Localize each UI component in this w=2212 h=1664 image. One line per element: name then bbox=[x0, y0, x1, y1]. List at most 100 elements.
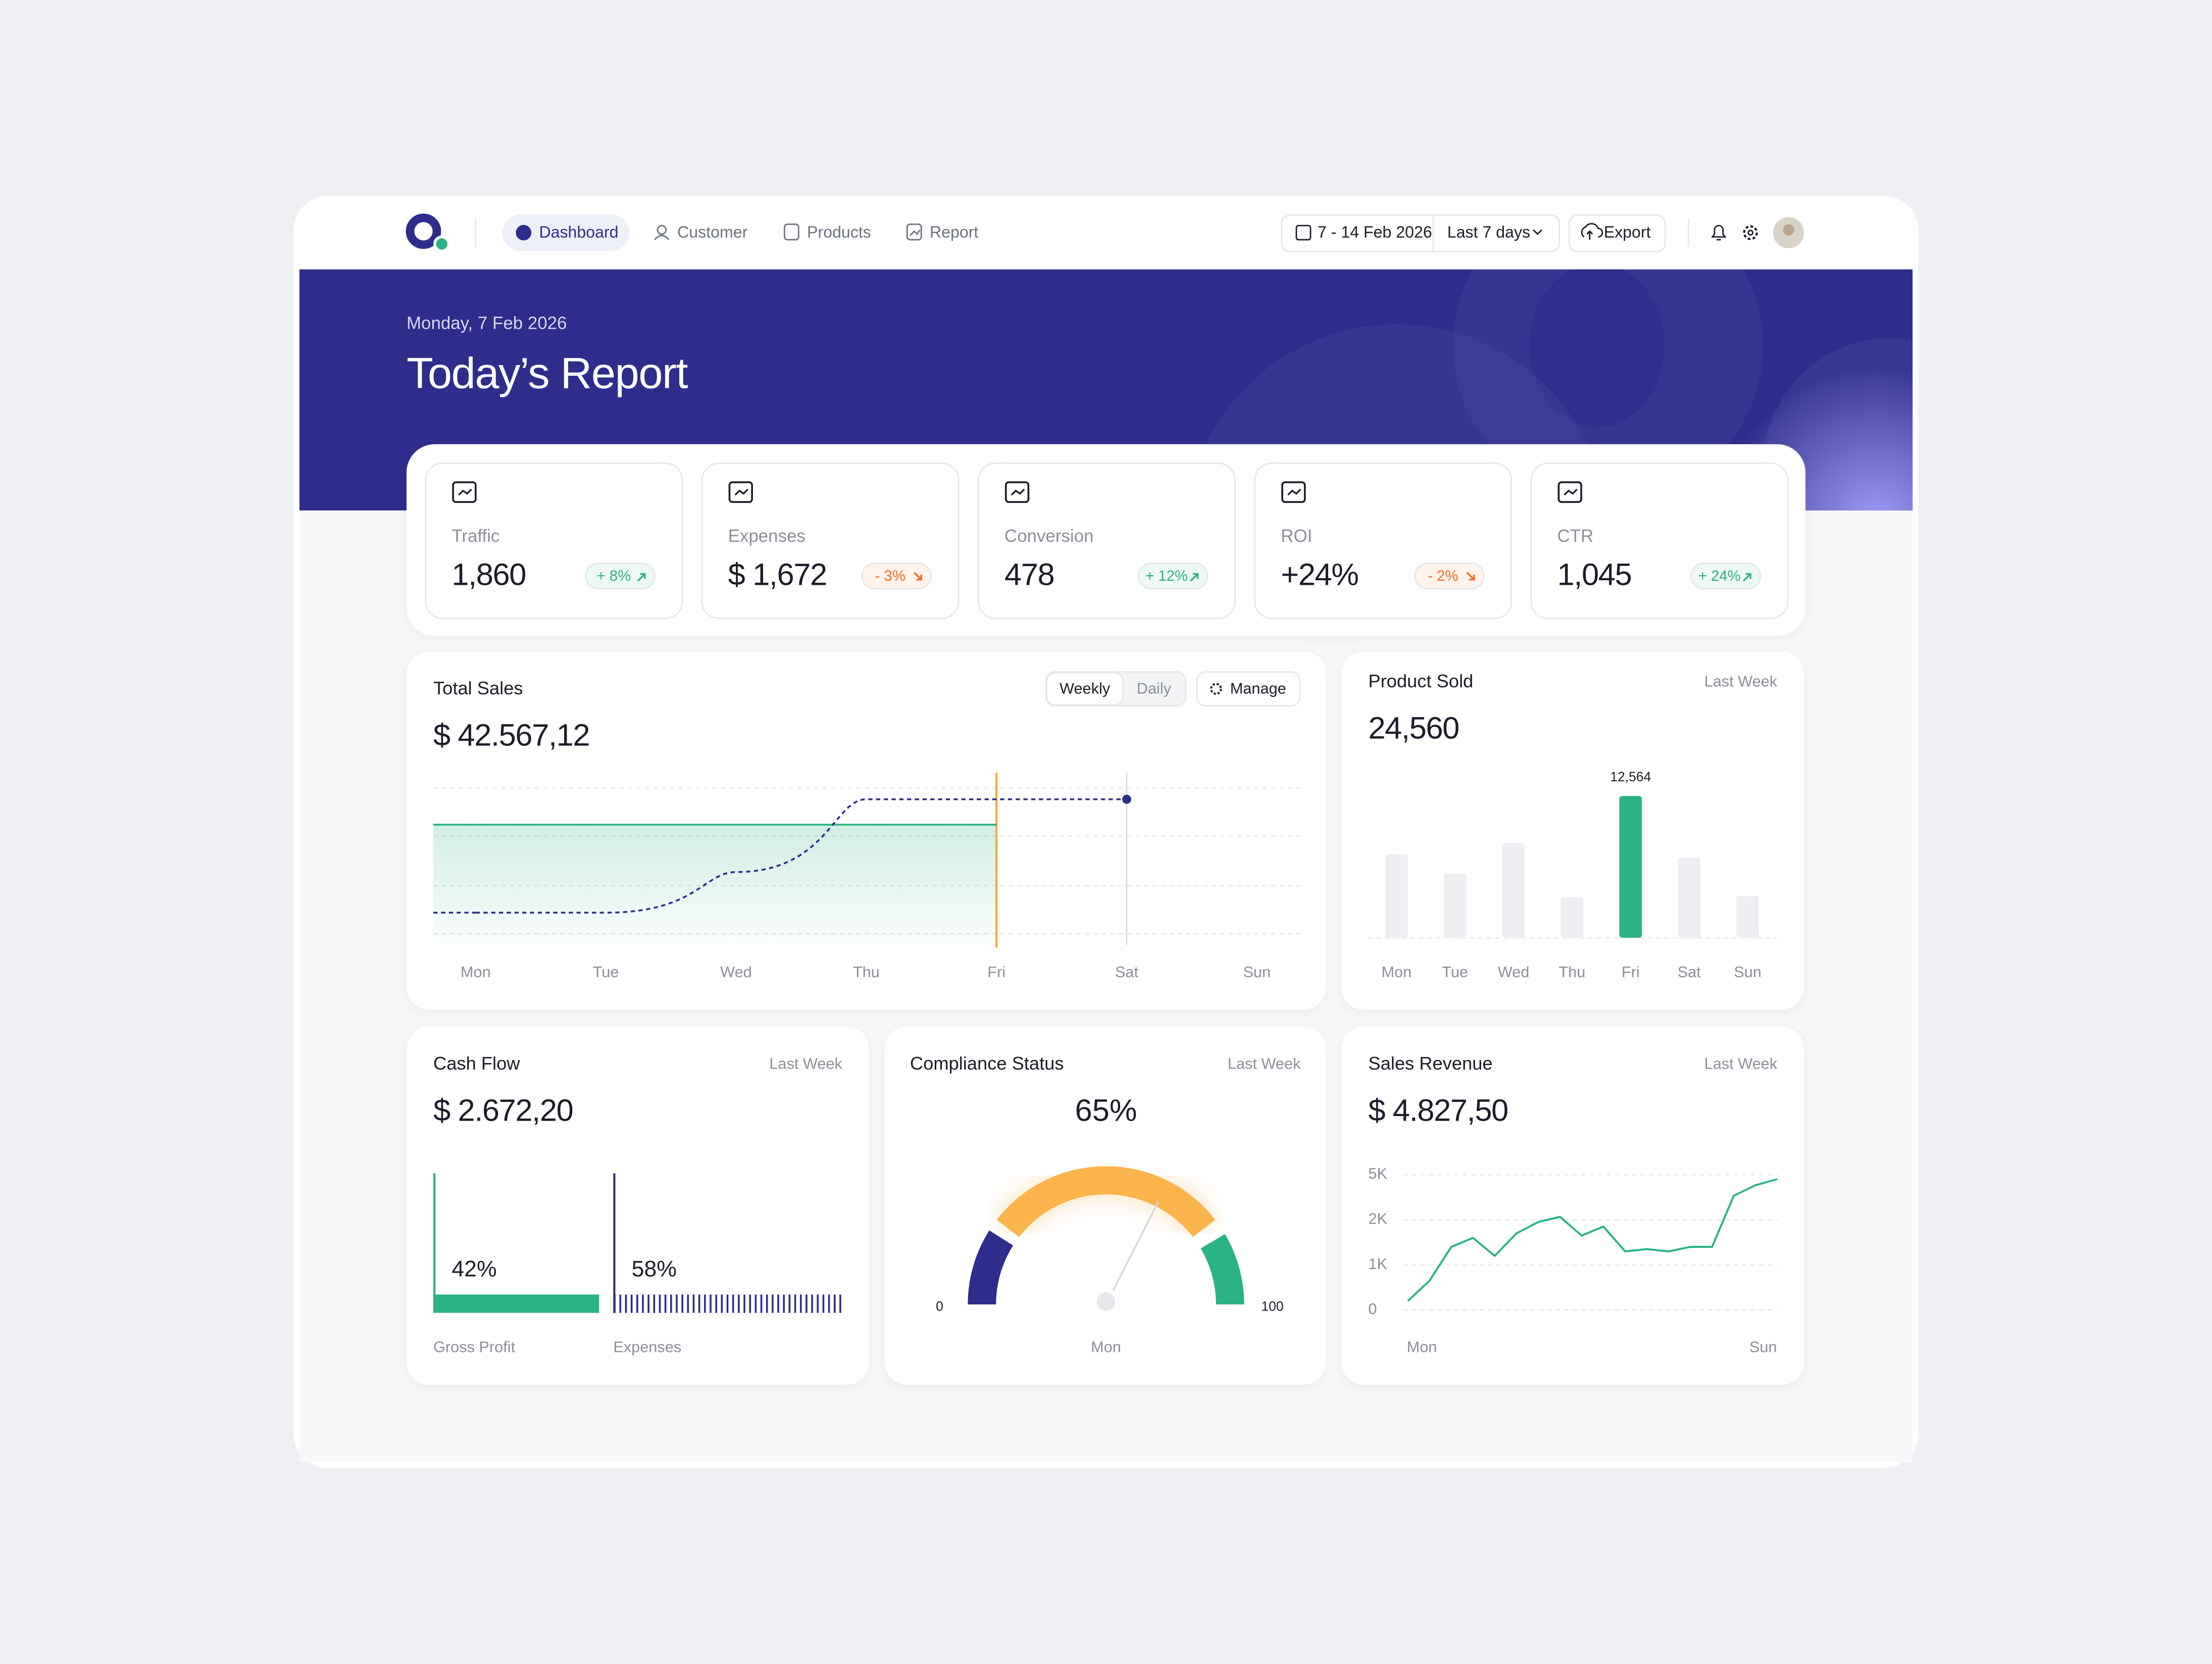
kpi-icon bbox=[452, 481, 477, 503]
kpi-badge bbox=[1137, 563, 1209, 590]
total-sales-chart: Mon Tue Wed Thu Fri Sat Sun bbox=[433, 773, 1301, 981]
line bbox=[1407, 1178, 1778, 1302]
kpi-icon bbox=[1281, 481, 1306, 503]
card-period: Last Week bbox=[1704, 1054, 1778, 1072]
kpi-badge bbox=[585, 563, 656, 590]
card bbox=[1341, 651, 1804, 1010]
kpi-value: 1,045 bbox=[1557, 557, 1632, 592]
settings-icon[interactable] bbox=[1743, 225, 1758, 240]
nav-item[interactable]: Products bbox=[807, 223, 871, 241]
gauge-value: 65% bbox=[1075, 1093, 1137, 1128]
cash-flow-chart: 42% Gross Profit 58% Expenses bbox=[433, 1173, 842, 1356]
logo[interactable] bbox=[406, 214, 441, 249]
gauge-tick-label: 0 bbox=[936, 1299, 943, 1314]
point bbox=[1122, 794, 1131, 804]
export-label[interactable]: Export bbox=[1604, 223, 1651, 241]
kpi-icon bbox=[1564, 488, 1578, 496]
gauge-category: Mon bbox=[1091, 1338, 1121, 1356]
export-icon bbox=[1581, 223, 1603, 240]
kpi-trend-arrow bbox=[637, 573, 646, 582]
gauge-band bbox=[1200, 1234, 1244, 1305]
bar bbox=[1502, 843, 1525, 938]
gauge-band bbox=[968, 1230, 1014, 1305]
logo-dot bbox=[433, 235, 450, 253]
gauge-hub bbox=[1092, 1288, 1120, 1315]
kpi-icon bbox=[1287, 488, 1301, 496]
nav-icon bbox=[516, 225, 532, 241]
kpi-change: + 8% bbox=[597, 568, 631, 584]
manage-button[interactable] bbox=[1196, 671, 1301, 707]
x-tick-label: Mon bbox=[461, 963, 491, 981]
card-period: Last Week bbox=[769, 1054, 842, 1072]
kpi-trend-arrow bbox=[1742, 573, 1751, 582]
kpi-trend-arrow bbox=[1190, 573, 1199, 582]
card-title: Total Sales bbox=[433, 678, 523, 698]
nav-icon bbox=[909, 229, 921, 236]
kpi-icon bbox=[728, 481, 753, 503]
area bbox=[433, 824, 997, 945]
report-date: Monday, 7 Feb 2026 bbox=[407, 313, 567, 333]
x-tick-label: Wed bbox=[720, 963, 752, 981]
tab[interactable]: Daily bbox=[1137, 680, 1172, 697]
nav-item[interactable]: Customer bbox=[677, 223, 747, 241]
gauge-band bbox=[996, 1166, 1216, 1237]
nav-item[interactable]: Report bbox=[930, 223, 978, 241]
card-value: $ 4.827,50 bbox=[1368, 1093, 1507, 1128]
y-tick-label: 1K bbox=[1368, 1255, 1387, 1273]
card-value: 24,560 bbox=[1368, 711, 1459, 746]
x-tick-label: Fri bbox=[1622, 963, 1640, 981]
kpi-icon bbox=[734, 488, 748, 496]
tab-active[interactable] bbox=[1046, 672, 1124, 706]
nav-active[interactable] bbox=[502, 214, 630, 251]
bar bbox=[433, 1294, 599, 1313]
kpi-label: ROI bbox=[1281, 526, 1312, 546]
kpi-label: Expenses bbox=[728, 526, 806, 546]
x-tick-label: Mon bbox=[1381, 963, 1412, 981]
bar bbox=[1619, 796, 1642, 938]
kpi-change: - 3% bbox=[875, 568, 906, 584]
line bbox=[475, 798, 1127, 914]
date-picker[interactable] bbox=[1281, 214, 1561, 253]
x-tick-label: Fri bbox=[987, 963, 1006, 981]
kpi-icon bbox=[1557, 481, 1582, 503]
manage-label[interactable]: Manage bbox=[1230, 680, 1286, 697]
kpi-label: Traffic bbox=[451, 526, 499, 546]
tab[interactable]: Weekly bbox=[1060, 680, 1111, 697]
card-period: Last Week bbox=[1228, 1054, 1301, 1072]
card-title: Product Sold bbox=[1368, 671, 1473, 691]
x-tick-label: Sun bbox=[1734, 963, 1762, 981]
value-label: 58% bbox=[632, 1257, 677, 1282]
gauge-needle bbox=[1105, 1201, 1160, 1305]
sales-revenue-chart: 0 1K 2K 5K Mon Sun bbox=[1368, 1165, 1778, 1356]
kpi-row: Traffic 1,860 + 8% Expenses $ 1,672 - 3% Conve… bbox=[425, 462, 1789, 619]
y-tick-label: 0 bbox=[1368, 1300, 1377, 1318]
bell-icon[interactable] bbox=[1711, 225, 1727, 241]
card bbox=[1341, 1026, 1804, 1385]
x-tick-label: Sun bbox=[1243, 963, 1271, 981]
card-title: Sales Revenue bbox=[1368, 1053, 1492, 1074]
y-tick-label: 5K bbox=[1368, 1165, 1387, 1182]
card-value: $ 42.567,12 bbox=[433, 718, 589, 753]
compliance-gauge: 65% 0 100 Mon bbox=[936, 1093, 1284, 1355]
kpi-value: $ 1,672 bbox=[728, 557, 827, 592]
value-label: 42% bbox=[451, 1257, 496, 1282]
kpi-badge bbox=[1414, 563, 1485, 590]
period-select[interactable]: Last 7 days bbox=[1447, 223, 1530, 241]
x-tick-label: Tue bbox=[593, 963, 619, 981]
kpi-change: - 2% bbox=[1428, 568, 1458, 584]
category-label: Expenses bbox=[613, 1338, 681, 1356]
banner-decor bbox=[1529, 269, 1665, 428]
card-title: Compliance Status bbox=[910, 1053, 1064, 1074]
bar bbox=[1736, 896, 1759, 938]
x-tick-label: Tue bbox=[1442, 963, 1468, 981]
content-bg-bottom bbox=[299, 1410, 1913, 1463]
date-range[interactable]: 7 - 14 Feb 2026 bbox=[1318, 223, 1432, 241]
kpi-label: CTR bbox=[1557, 526, 1594, 546]
bar bbox=[613, 1294, 842, 1313]
nav-item[interactable]: Dashboard bbox=[539, 223, 618, 241]
avatar-face bbox=[1783, 224, 1794, 236]
kpi-value: 478 bbox=[1004, 557, 1054, 592]
x-tick-label: Thu bbox=[853, 963, 880, 981]
